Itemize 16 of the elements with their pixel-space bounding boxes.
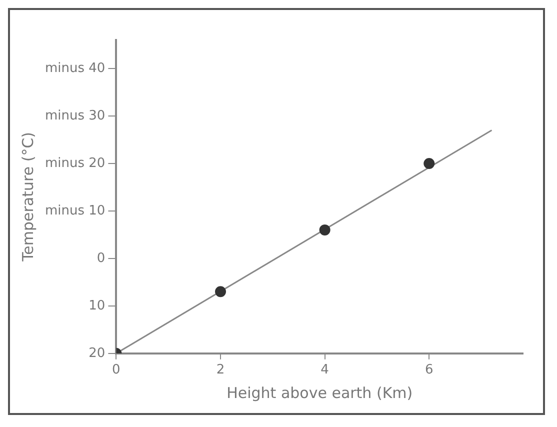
- y-axis-title: Temperature (°C): [18, 132, 37, 262]
- y-tick-label: minus 30: [45, 108, 106, 124]
- y-tick-label: 10: [88, 298, 106, 314]
- x-tick-label: 4: [320, 362, 329, 378]
- point: [319, 224, 330, 236]
- point: [215, 286, 226, 298]
- y-tick-label: minus 20: [45, 156, 106, 171]
- x-tick-label: 6: [424, 362, 434, 378]
- x-tick-label: 0: [112, 362, 120, 378]
- y-tick-label: minus 40: [45, 60, 106, 76]
- y-tick-label: minus 10: [45, 203, 106, 218]
- x-axis-title: Height above earth (Km): [226, 384, 413, 402]
- y-tick-label: 0: [96, 250, 106, 266]
- point: [424, 158, 435, 169]
- x-tick-label: 2: [216, 362, 225, 378]
- y-tick-label: 20: [88, 346, 106, 361]
